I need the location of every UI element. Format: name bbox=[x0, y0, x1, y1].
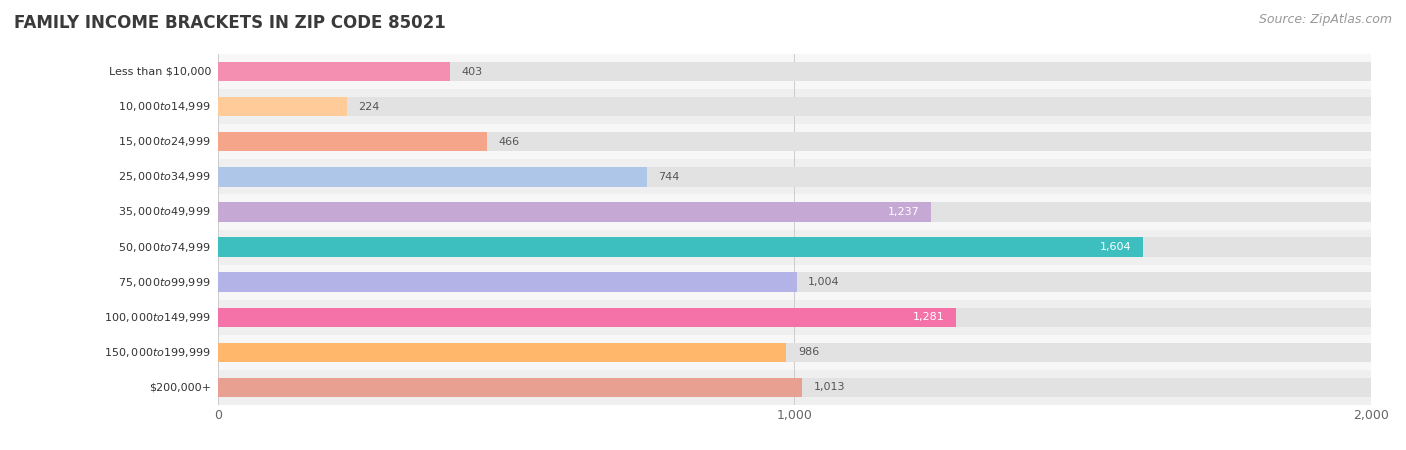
Bar bbox=[218, 202, 1371, 221]
Text: $35,000 to $49,999: $35,000 to $49,999 bbox=[118, 206, 211, 218]
Text: 1,004: 1,004 bbox=[808, 277, 839, 287]
Bar bbox=[218, 167, 647, 186]
Bar bbox=[218, 308, 1371, 327]
Bar bbox=[218, 308, 956, 327]
Bar bbox=[218, 89, 1371, 124]
Text: $25,000 to $34,999: $25,000 to $34,999 bbox=[118, 171, 211, 183]
Bar bbox=[218, 273, 797, 292]
Text: Less than $10,000: Less than $10,000 bbox=[108, 67, 211, 76]
Bar bbox=[218, 273, 1371, 292]
Text: 1,013: 1,013 bbox=[814, 382, 845, 392]
Bar bbox=[218, 300, 1371, 335]
Text: $100,000 to $149,999: $100,000 to $149,999 bbox=[104, 311, 211, 324]
Text: Source: ZipAtlas.com: Source: ZipAtlas.com bbox=[1258, 14, 1392, 27]
Bar bbox=[218, 378, 1371, 397]
Bar bbox=[218, 62, 450, 81]
Bar bbox=[218, 54, 1371, 89]
Text: 744: 744 bbox=[658, 172, 679, 182]
Bar bbox=[218, 97, 347, 116]
Text: $75,000 to $99,999: $75,000 to $99,999 bbox=[118, 276, 211, 288]
Bar bbox=[218, 132, 486, 151]
Text: 224: 224 bbox=[359, 102, 380, 112]
Text: 986: 986 bbox=[797, 347, 820, 357]
Text: 1,281: 1,281 bbox=[912, 312, 945, 322]
Text: $200,000+: $200,000+ bbox=[149, 382, 211, 392]
Text: 403: 403 bbox=[461, 67, 482, 76]
Bar bbox=[218, 238, 1371, 256]
Text: 1,237: 1,237 bbox=[887, 207, 920, 217]
Bar bbox=[218, 97, 1371, 116]
Text: FAMILY INCOME BRACKETS IN ZIP CODE 85021: FAMILY INCOME BRACKETS IN ZIP CODE 85021 bbox=[14, 14, 446, 32]
Bar bbox=[218, 370, 1371, 405]
Bar bbox=[218, 238, 1143, 256]
Bar bbox=[218, 132, 1371, 151]
Bar bbox=[218, 62, 1371, 81]
Bar bbox=[218, 265, 1371, 300]
Bar bbox=[218, 159, 1371, 194]
Text: $10,000 to $14,999: $10,000 to $14,999 bbox=[118, 100, 211, 113]
Bar bbox=[218, 378, 801, 397]
Bar bbox=[218, 343, 786, 362]
Bar bbox=[218, 167, 1371, 186]
Text: 1,604: 1,604 bbox=[1099, 242, 1130, 252]
Text: $15,000 to $24,999: $15,000 to $24,999 bbox=[118, 135, 211, 148]
Bar bbox=[218, 230, 1371, 265]
Text: 466: 466 bbox=[498, 137, 519, 147]
Bar bbox=[218, 194, 1371, 230]
Text: $50,000 to $74,999: $50,000 to $74,999 bbox=[118, 241, 211, 253]
Bar bbox=[218, 202, 931, 221]
Bar bbox=[218, 343, 1371, 362]
Text: $150,000 to $199,999: $150,000 to $199,999 bbox=[104, 346, 211, 359]
Bar bbox=[218, 335, 1371, 370]
Bar bbox=[218, 124, 1371, 159]
